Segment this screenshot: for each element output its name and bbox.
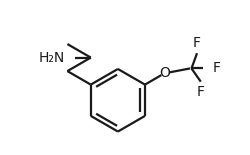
Text: F: F [197,85,205,99]
Text: F: F [212,61,220,75]
Text: O: O [160,66,170,80]
Text: H₂N: H₂N [39,51,65,65]
Text: F: F [193,36,201,50]
